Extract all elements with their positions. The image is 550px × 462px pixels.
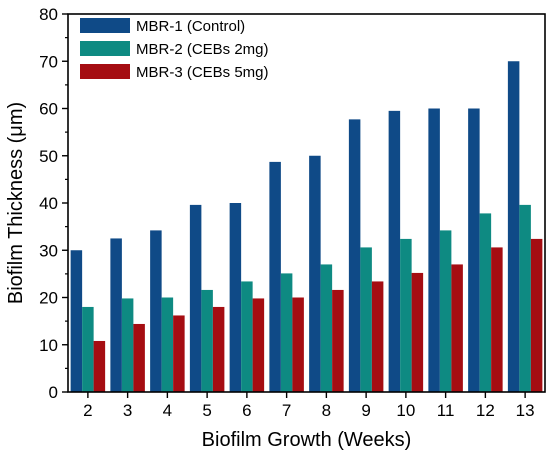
bar-2-7 [280,273,293,392]
legend-label-2: MBR-2 (CEBs 2mg) [136,41,269,58]
legend-swatch-3 [80,64,130,79]
bar-3-4 [173,315,185,392]
bar-2-10 [400,238,412,392]
bar-1-8 [309,155,321,392]
bar-3-13 [530,238,543,392]
x-tick-label: 9 [361,401,370,420]
bar-2-3 [121,298,134,392]
legend-label-3: MBR-3 (CEBs 5mg) [136,64,269,81]
bar-2-2 [82,306,94,392]
x-tick-label: 4 [163,401,172,420]
bar-3-3 [133,323,145,392]
legend-swatch-2 [80,41,130,56]
x-tick-label: 2 [83,401,92,420]
y-tick-label: 60 [39,100,58,119]
bar-1-11 [428,108,440,392]
y-tick-label: 30 [39,241,58,260]
y-tick-label: 40 [39,194,58,213]
x-tick-label: 5 [202,401,211,420]
legend-swatch-1 [80,18,130,33]
bar-1-13 [507,61,520,392]
plot-area: 0 10 20 30 40 50 60 70 80 2 3 4 5 6 7 8 9 10 11 12 13 [39,5,546,420]
bar-3-11 [451,264,463,392]
x-tick-label: 13 [516,401,535,420]
bar-1-6 [229,203,242,392]
bar-1-12 [468,108,480,392]
bar-2-12 [479,213,492,392]
x-tick-label: 3 [123,401,132,420]
legend: MBR-1 (Control) MBR-2 (CEBs 2mg) MBR-3 (CE… [80,18,269,81]
y-tick-label: 20 [39,289,58,308]
bar-2-9 [360,247,372,392]
bar-3-2 [93,340,106,392]
bar-3-5 [212,306,225,392]
bar-2-6 [241,281,253,392]
y-tick-label: 10 [39,336,58,355]
x-tick-label: 7 [282,401,291,420]
bar-2-13 [519,204,531,392]
bar-1-9 [348,119,361,393]
y-tick-label: 80 [39,5,58,24]
bar-3-8 [332,289,344,392]
bar-1-10 [388,110,401,393]
bar-3-9 [371,281,384,392]
y-tick-label: 0 [49,383,58,402]
x-tick-label: 6 [242,401,251,420]
bar-1-2 [70,250,83,392]
x-tick-label: 11 [437,401,455,420]
bar-3-12 [491,247,503,392]
bar-1-4 [150,230,162,392]
x-tick-label: 8 [322,401,331,420]
x-tick-label: 10 [396,401,415,420]
bar-2-5 [201,289,213,392]
y-tick-label: 70 [39,52,58,71]
bar-3-6 [252,298,265,392]
y-axis-title: Biofilm Thickness (μm) [5,102,27,304]
bar-2-11 [439,230,452,392]
bar-2-4 [161,297,174,392]
x-tick-label: 12 [476,401,495,420]
y-tick-label: 50 [39,147,58,166]
bar-3-10 [411,272,424,392]
bar-1-3 [110,238,122,392]
legend-label-1: MBR-1 (Control) [136,18,245,35]
bar-2-8 [320,264,333,392]
bar-3-7 [292,297,304,392]
x-axis-title: Biofilm Growth (Weeks) [202,429,412,451]
bar-1-7 [269,161,281,392]
bar-1-5 [189,204,202,392]
